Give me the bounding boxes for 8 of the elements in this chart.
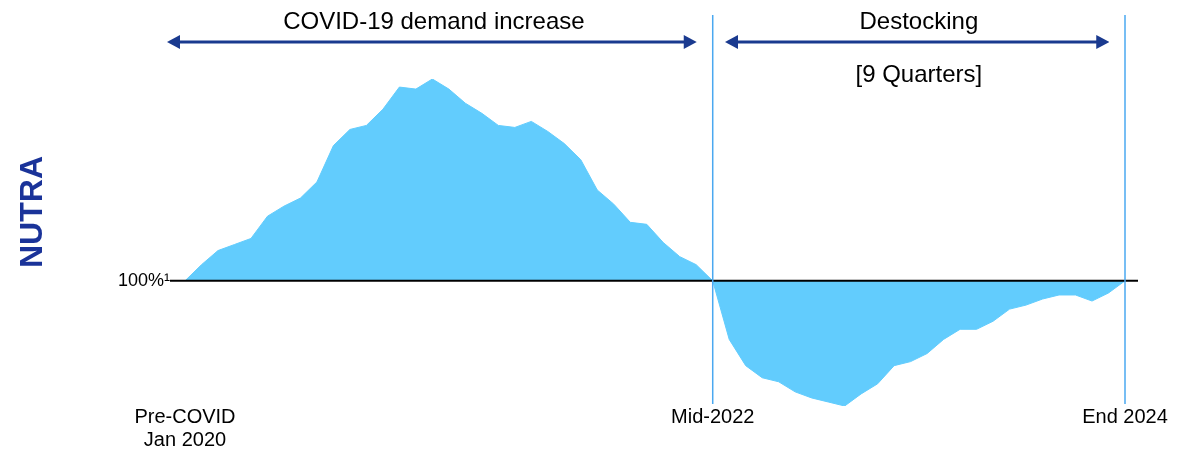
- y-axis-title: NUTRA: [13, 156, 50, 268]
- x-tick-label: Pre-COVID Jan 2020: [134, 405, 236, 451]
- x-tick-label: End 2024: [1082, 405, 1168, 428]
- x-tick-label: Mid-2022: [671, 405, 755, 428]
- annotation: [9 Quarters]: [855, 59, 983, 87]
- text: Destocking: [859, 6, 979, 34]
- text: COVID-19 demand increase: [283, 6, 585, 34]
- annotation: 100%¹: [117, 269, 171, 290]
